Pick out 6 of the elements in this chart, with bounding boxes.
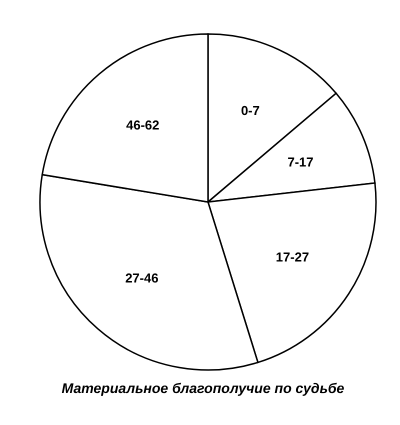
slice-label: 27-46 [125,270,158,286]
slice-label: 46-62 [126,118,160,133]
slice-label: 7-17 [287,154,314,170]
slice-label: 0-7 [240,103,260,118]
slice-label: 17-27 [276,250,310,265]
text: Материальное благополучие по судьбе [62,380,345,396]
